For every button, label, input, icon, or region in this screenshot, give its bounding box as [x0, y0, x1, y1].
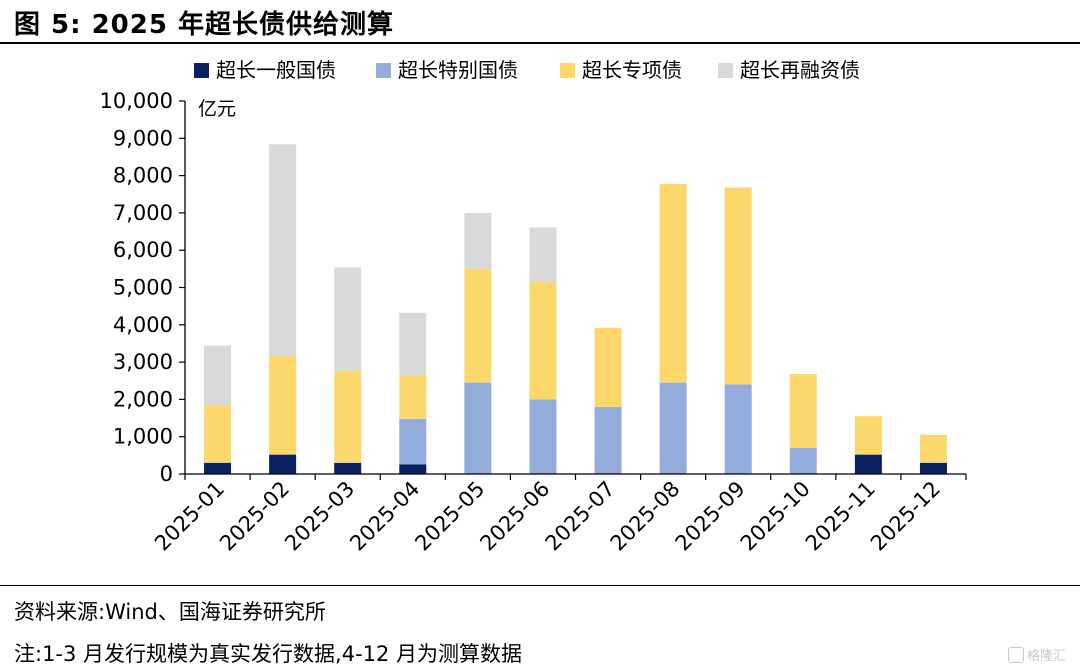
bar-segment: [659, 382, 687, 474]
bar-segment: [269, 144, 297, 357]
legend-label: 超长再融资债: [740, 58, 860, 82]
bar-segment: [464, 212, 492, 269]
bar-segment: [269, 356, 297, 455]
bar-segment: [854, 416, 882, 455]
x-tick-label: 2025-06: [475, 477, 554, 556]
bar-segment: [334, 267, 362, 371]
bar-stacks: [204, 144, 947, 474]
footer-rule: [0, 585, 1080, 586]
bar-segment: [594, 327, 622, 407]
bar-segment: [594, 406, 622, 474]
stacked-bar-chart: 超长一般国债 超长特别国债 超长专项债 超长再融资债 亿元 0 1,000 2,000 3,…: [100, 58, 967, 556]
figure-title: 图 5: 2025 年超长债供给测算: [14, 10, 395, 40]
y-tick-label: 9,000: [113, 126, 173, 150]
bar-segment: [529, 399, 557, 474]
y-tick-label: 0: [160, 462, 173, 486]
y-tick-label: 7,000: [113, 201, 173, 225]
x-tick-label: 2025-12: [866, 477, 945, 556]
bar-segment: [269, 454, 297, 474]
y-axis: 0 1,000 2,000 3,000 4,000 5,000 6,000 7,000 8,00…: [100, 89, 186, 486]
bar-segment: [724, 384, 752, 474]
bar-segment: [529, 281, 557, 400]
x-tick-label: 2025-02: [215, 477, 294, 556]
watermark-text: 格隆汇: [1026, 649, 1066, 664]
y-tick-label: 3,000: [113, 350, 173, 374]
source-note: 资料来源:Wind、国海证券研究所: [14, 600, 326, 624]
bar-segment: [204, 462, 232, 474]
bar-segment: [399, 312, 427, 376]
x-tick-label: 2025-04: [345, 477, 424, 556]
y-tick-label: 8,000: [113, 164, 173, 188]
x-tick-label: 2025-07: [541, 477, 620, 556]
bar-segment: [529, 227, 557, 282]
bar-segment: [334, 370, 362, 463]
bar-segment: [399, 464, 427, 474]
legend-swatch: [718, 63, 733, 78]
legend-label: 超长专项债: [582, 58, 682, 82]
bar-segment: [854, 454, 882, 474]
chart-legend: 超长一般国债 超长特别国债 超长专项债 超长再融资债: [194, 58, 860, 82]
legend-swatch: [560, 63, 575, 78]
x-tick-label: 2025-05: [410, 477, 489, 556]
legend-label: 超长特别国债: [398, 58, 518, 82]
watermark: 格隆汇: [1007, 645, 1066, 664]
bar-segment: [334, 462, 362, 474]
bar-segment: [399, 418, 427, 465]
watermark-logo-icon: [1007, 647, 1024, 663]
x-axis: 2025-012025-022025-032025-042025-052025-…: [150, 473, 967, 556]
bar-segment: [789, 374, 817, 448]
bar-segment: [659, 183, 687, 383]
x-tick-label: 2025-08: [606, 477, 685, 556]
legend-label: 超长一般国债: [216, 58, 336, 82]
x-tick-label: 2025-01: [150, 477, 229, 556]
bar-segment: [204, 405, 232, 463]
bar-segment: [724, 187, 752, 385]
bar-segment: [919, 434, 947, 463]
y-tick-label: 4,000: [113, 313, 173, 337]
title-rule: [0, 42, 1080, 44]
y-axis-unit-label: 亿元: [198, 98, 236, 120]
footnote: 注:1-3 月发行规模为真实发行数据,4-12 月为测算数据: [14, 642, 523, 666]
y-tick-label: 6,000: [113, 238, 173, 262]
y-tick-label: 10,000: [100, 89, 173, 113]
legend-swatch: [194, 63, 209, 78]
y-tick-label: 2,000: [113, 387, 173, 411]
bar-segment: [399, 375, 427, 419]
x-tick-label: 2025-10: [736, 477, 815, 556]
legend-swatch: [376, 63, 391, 78]
bar-segment: [919, 462, 947, 474]
bar-segment: [464, 382, 492, 474]
x-tick-label: 2025-03: [280, 477, 359, 556]
bar-segment: [464, 268, 492, 383]
bar-segment: [204, 345, 232, 406]
x-tick-label: 2025-11: [801, 477, 880, 556]
x-tick-label: 2025-09: [671, 477, 750, 556]
y-tick-label: 5,000: [113, 276, 173, 300]
bar-segment: [789, 447, 817, 474]
y-tick-label: 1,000: [113, 425, 173, 449]
